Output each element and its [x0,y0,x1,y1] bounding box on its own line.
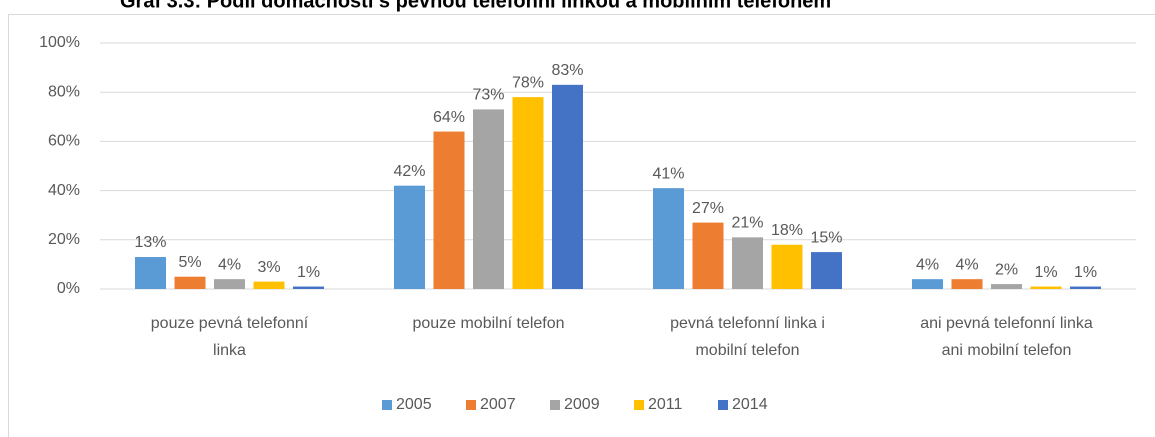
bar [771,244,803,289]
data-label: 4% [916,256,939,273]
data-label: 2% [995,261,1018,278]
legend-swatch [466,400,476,410]
bar [174,276,206,289]
legend-label: 2005 [396,396,432,413]
data-label: 5% [178,254,201,271]
data-label: 1% [1034,264,1057,281]
bar [473,109,504,289]
legend-swatch [382,400,392,410]
bar [293,286,324,289]
data-label: 27% [692,200,724,217]
y-tick-label: 0% [57,280,80,297]
data-label: 64% [433,109,465,126]
data-label: 21% [731,215,763,232]
y-tick-label: 40% [48,182,80,199]
data-label: 1% [1074,264,1097,281]
legend-label: 2009 [564,396,600,413]
chart-frame [8,14,1155,437]
bar [1070,286,1101,289]
bar [653,188,684,289]
data-label: 41% [652,165,684,182]
data-label: 3% [257,259,280,276]
bar [512,97,544,290]
data-label: 73% [472,87,504,104]
bar [732,237,763,289]
bar [1030,286,1062,289]
legend-swatch [550,400,560,410]
y-tick-label: 100% [39,34,80,51]
bar [253,281,285,289]
data-label: 4% [218,256,241,273]
legend-swatch [718,400,728,410]
x-tick-label: pouze pevná telefonní linka [151,315,309,359]
data-label: 13% [134,234,166,251]
y-tick-label: 80% [48,83,80,100]
data-label: 83% [551,62,583,79]
data-label: 15% [810,229,842,246]
chart-title: Graf 3.3: Podíl domácností s pevnou tele… [120,0,831,12]
bar [951,279,983,289]
data-label: 1% [297,264,320,281]
x-tick-label: pouze mobilní telefon [412,315,564,332]
bar [394,185,425,289]
data-label: 42% [393,163,425,180]
data-label: 4% [955,256,978,273]
bar [991,284,1022,289]
bar [433,131,465,289]
y-tick-label: 60% [48,133,80,150]
bar [214,279,245,289]
x-tick-label: ani pevná telefonní linka ani mobilní tel… [920,315,1093,359]
bar [692,222,724,289]
y-tick-label: 20% [48,231,80,248]
data-label: 18% [771,222,803,239]
bar [811,252,842,289]
legend-label: 2011 [648,396,683,413]
bar [552,84,583,289]
legend-label: 2007 [480,396,516,413]
legend-label: 2014 [732,396,768,413]
legend-swatch [634,400,644,410]
x-tick-label: pevná telefonní linka i mobilní telefon [670,315,825,359]
data-label: 78% [512,74,544,91]
bar [912,279,943,289]
bar [135,257,166,289]
